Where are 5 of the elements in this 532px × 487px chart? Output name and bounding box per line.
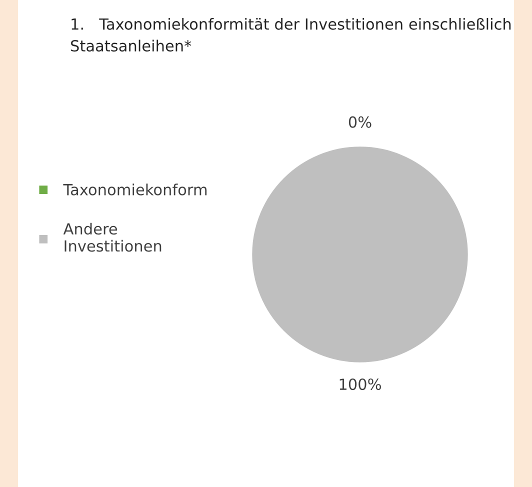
legend-label: Taxonomiekonform [63,184,207,196]
chart-title: 1. Taxonomiekonformität der Investitionen einschließlich Staatsanleihen* [71,18,511,52]
legend-label: Andere Investitionen [63,222,162,252]
data-label: 100% [340,378,381,390]
text: 0% [348,116,372,128]
